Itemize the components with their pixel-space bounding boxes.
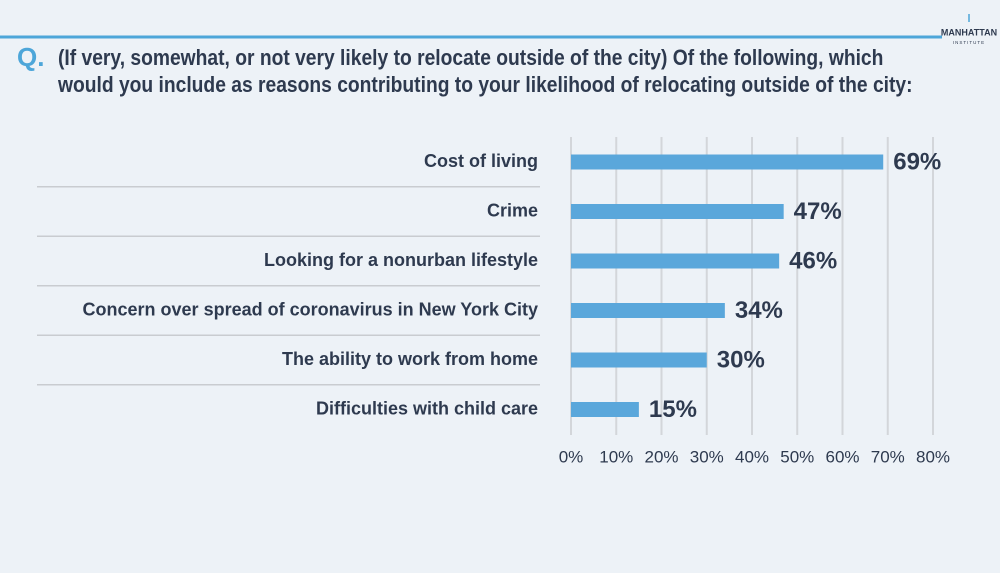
chart-title: (If very, somewhat, or not very likely t… (58, 45, 913, 97)
category-label: Cost of living (424, 151, 538, 171)
value-label: 46% (789, 247, 837, 274)
x-tick-label: 50% (780, 447, 814, 466)
bar (571, 303, 725, 318)
value-label: 69% (893, 148, 941, 175)
value-label: 47% (794, 198, 842, 225)
category-label: Difficulties with child care (316, 398, 538, 418)
bar (571, 253, 780, 269)
category-label: Looking for a nonurban lifestyle (264, 250, 538, 270)
category-label: Crime (487, 200, 538, 220)
bar (571, 204, 784, 219)
bar (571, 154, 884, 170)
logo-subtitle: INSTITUTE (953, 40, 985, 45)
category-label: Concern over spread of coronavirus in Ne… (83, 299, 538, 319)
category-label: The ability to work from home (282, 349, 538, 369)
bar (571, 352, 707, 368)
x-tick-label: 60% (825, 447, 859, 466)
value-label: 15% (649, 396, 697, 423)
x-tick-label: 0% (559, 447, 584, 466)
x-tick-label: 20% (644, 447, 678, 466)
bar (571, 402, 639, 417)
question-label: Q. (17, 42, 45, 72)
value-label: 34% (735, 297, 783, 324)
x-tick-label: 70% (871, 447, 905, 466)
logo-name: MANHATTAN (941, 27, 997, 37)
x-tick-label: 40% (735, 447, 769, 466)
x-tick-label: 80% (916, 447, 950, 466)
value-label: 30% (717, 346, 765, 373)
x-tick-label: 10% (599, 447, 633, 466)
x-tick-label: 30% (690, 447, 724, 466)
